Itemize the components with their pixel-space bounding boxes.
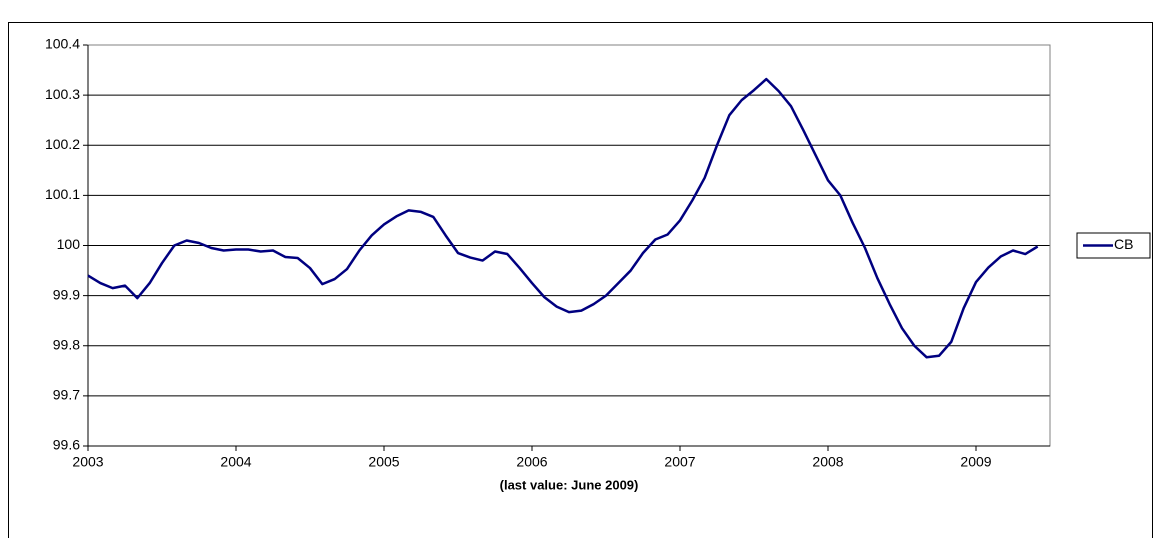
y-tick-label: 99.9 (53, 286, 80, 302)
legend-label: CB (1114, 236, 1133, 252)
y-tick-label: 99.7 (53, 387, 80, 403)
x-tick-label: 2009 (960, 454, 991, 470)
y-tick-label: 99.8 (53, 336, 80, 352)
y-tick-label: 99.6 (53, 437, 80, 453)
y-tick-label: 100.3 (45, 86, 80, 102)
x-tick-label: 2003 (72, 454, 103, 470)
x-tick-label: 2008 (812, 454, 843, 470)
y-tick-label: 100.4 (45, 36, 80, 52)
x-tick-label: 2006 (516, 454, 547, 470)
x-axis-label: (last value: June 2009) (500, 477, 639, 492)
y-tick-label: 100 (57, 236, 81, 252)
y-tick-label: 100.1 (45, 186, 80, 202)
x-tick-label: 2007 (664, 454, 695, 470)
y-tick-label: 100.2 (45, 136, 80, 152)
data-line (87, 77, 1039, 359)
x-tick-label: 2005 (368, 454, 399, 470)
x-tick-label: 2004 (220, 454, 251, 470)
